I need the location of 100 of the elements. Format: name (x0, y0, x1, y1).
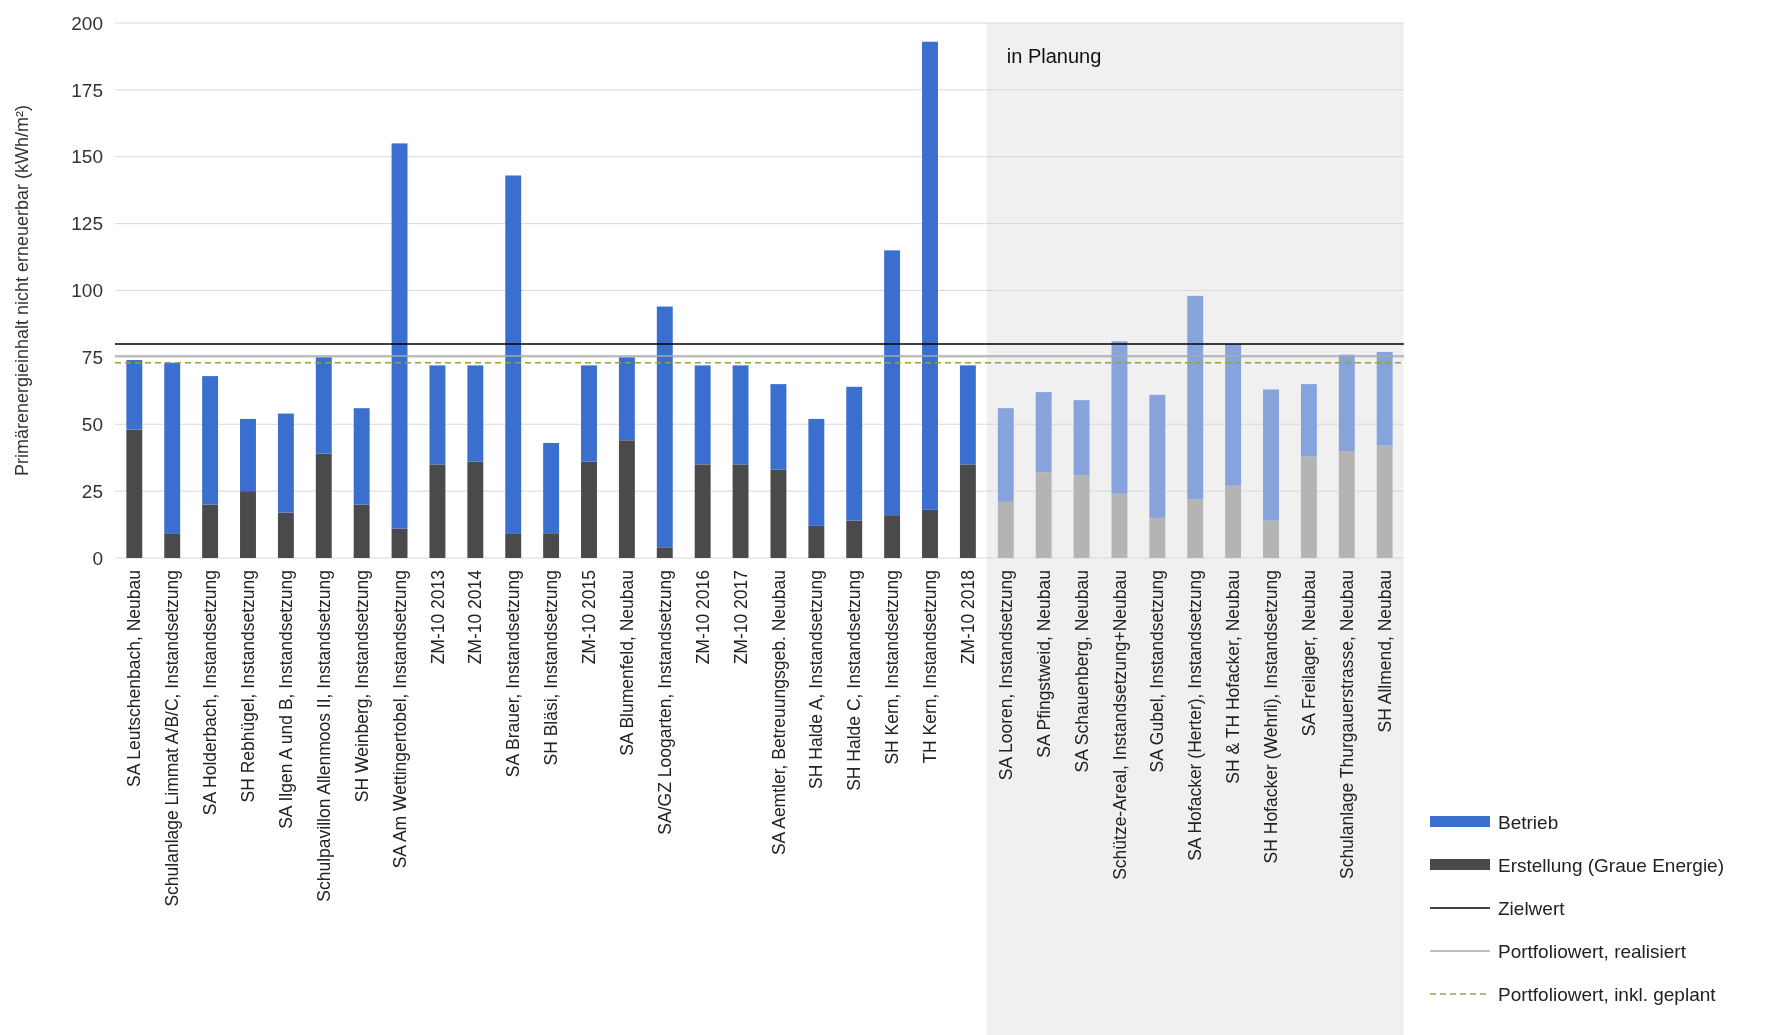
x-tick-label: ZM-10 2013 (427, 570, 448, 665)
bar (277, 413, 294, 513)
bar (1035, 472, 1052, 558)
bar (581, 461, 597, 558)
x-tick-label: Schulanlage Limmat A/B/C, Instandsetzung (162, 570, 183, 907)
bar (1035, 392, 1052, 473)
x-tick-label: Schulanlage Thurgauerstrasse, Neubau (1336, 570, 1357, 880)
bar (656, 306, 673, 548)
x-tick-label: ZM-10 2017 (730, 570, 751, 665)
y-tick-label: 100 (71, 280, 103, 302)
bar (694, 464, 711, 558)
bar (808, 418, 825, 526)
x-tick-label: SH Weinberg, Instandsetzung (351, 570, 372, 803)
legend-label: Zielwert (1498, 897, 1566, 919)
bar (543, 533, 560, 558)
bar (922, 41, 938, 510)
x-tick-label: ZM-10 2016 (692, 570, 713, 665)
x-tick-label: SH Kern, Instandsetzung (882, 570, 903, 765)
bar (1111, 493, 1128, 558)
bar (126, 360, 143, 430)
bar (429, 365, 446, 465)
x-tick-label: SH & TH Hofacker, Neubau (1223, 570, 1244, 784)
bar (656, 547, 673, 558)
legend-label: Portfoliowert, realisiert (1498, 940, 1687, 962)
bar (618, 357, 635, 441)
bar (618, 440, 635, 558)
bar (732, 464, 749, 558)
x-tick-label: SA Leutschenbach, Neubau (124, 570, 145, 787)
bar (1225, 485, 1242, 558)
bar (240, 491, 256, 558)
bar (581, 365, 597, 462)
bar (1338, 451, 1355, 558)
x-tick-label: SH Halde C, Instandsetzung (844, 570, 865, 791)
bar (315, 357, 332, 454)
bar (846, 520, 863, 558)
bar (353, 504, 370, 558)
x-tick-label: SA Blumenfeld, Neubau (617, 570, 638, 756)
x-tick-label: TH Kern, Instandsetzung (920, 570, 941, 764)
bar (467, 365, 484, 462)
bar (505, 533, 522, 558)
bar (1376, 445, 1393, 558)
bar (808, 525, 825, 558)
bar (770, 469, 787, 558)
bar (164, 533, 181, 558)
bar (1111, 341, 1128, 494)
bar (1263, 389, 1279, 521)
x-tick-label: SH Bläsi, Instandsetzung (541, 570, 562, 766)
x-tick-label: Schütze-Areal, Instandsetzung+Neubau (1109, 570, 1130, 880)
bar (429, 464, 446, 558)
x-tick-label: ZM-10 2015 (579, 570, 600, 665)
y-tick-label: 0 (92, 547, 103, 569)
x-tick-label: ZM-10 2018 (958, 570, 979, 665)
bar (884, 250, 901, 516)
bar (1225, 344, 1242, 486)
bar (240, 418, 256, 492)
bar (1073, 475, 1090, 558)
x-tick-label: SA Pfingstweid, Neubau (1033, 570, 1054, 758)
y-tick-label: 200 (71, 12, 103, 34)
x-tick-label: SA Freilager, Neubau (1299, 570, 1320, 737)
bar (202, 504, 219, 558)
y-axis-title: Primärenergieinhalt nicht erneuerbar (kWh/m²) (12, 104, 32, 477)
y-tick-label: 175 (71, 79, 103, 101)
bar (315, 453, 332, 558)
bar (770, 384, 787, 470)
x-tick-label: ZM-10 2014 (465, 569, 486, 665)
x-tick-label: SA/GZ Loogarten, Instandsetzung (654, 570, 675, 835)
bar (1300, 384, 1317, 457)
x-tick-label: SH Allmend, Neubau (1374, 570, 1395, 733)
bar (391, 528, 408, 558)
x-tick-label: SA Aemtler, Betreuungsgeb. Neubau (768, 570, 789, 856)
bar (959, 464, 976, 558)
bar (846, 386, 863, 521)
x-tick-label: SH Hofacker (Wehrli), Instandsetzung (1261, 570, 1282, 864)
bar (543, 442, 560, 534)
bar (1187, 499, 1204, 558)
x-tick-label: SA Schauenberg, Neubau (1071, 570, 1092, 773)
y-tick-label: 150 (71, 146, 103, 168)
x-tick-label: SA Holderbach, Instandsetzung (200, 570, 221, 816)
x-tick-label: SH Rebhügel, Instandsetzung (238, 570, 259, 803)
bar (959, 365, 976, 465)
y-tick-label: 25 (81, 480, 103, 502)
bar (126, 429, 143, 558)
legend-label: Betrieb (1498, 811, 1559, 833)
bar (694, 365, 711, 465)
bar (997, 501, 1014, 558)
bar (997, 408, 1014, 502)
bar (922, 509, 938, 558)
bar (353, 408, 370, 505)
x-tick-label: SA Brauer, Instandsetzung (503, 570, 524, 778)
legend-label: Erstellung (Graue Energie) (1498, 854, 1724, 876)
y-tick-label: 75 (81, 347, 103, 369)
x-tick-label: SH Halde A, Instandsetzung (806, 570, 827, 789)
x-tick-label: SA Ilgen A und B, Instandsetzung (276, 570, 297, 829)
bar (884, 515, 901, 558)
bar (1149, 394, 1166, 518)
bar (1263, 520, 1279, 558)
bar (467, 461, 484, 558)
x-tick-label: SA Hofacker (Herter), Instandsetzung (1185, 570, 1206, 861)
bar (732, 365, 749, 465)
bar (505, 175, 522, 534)
